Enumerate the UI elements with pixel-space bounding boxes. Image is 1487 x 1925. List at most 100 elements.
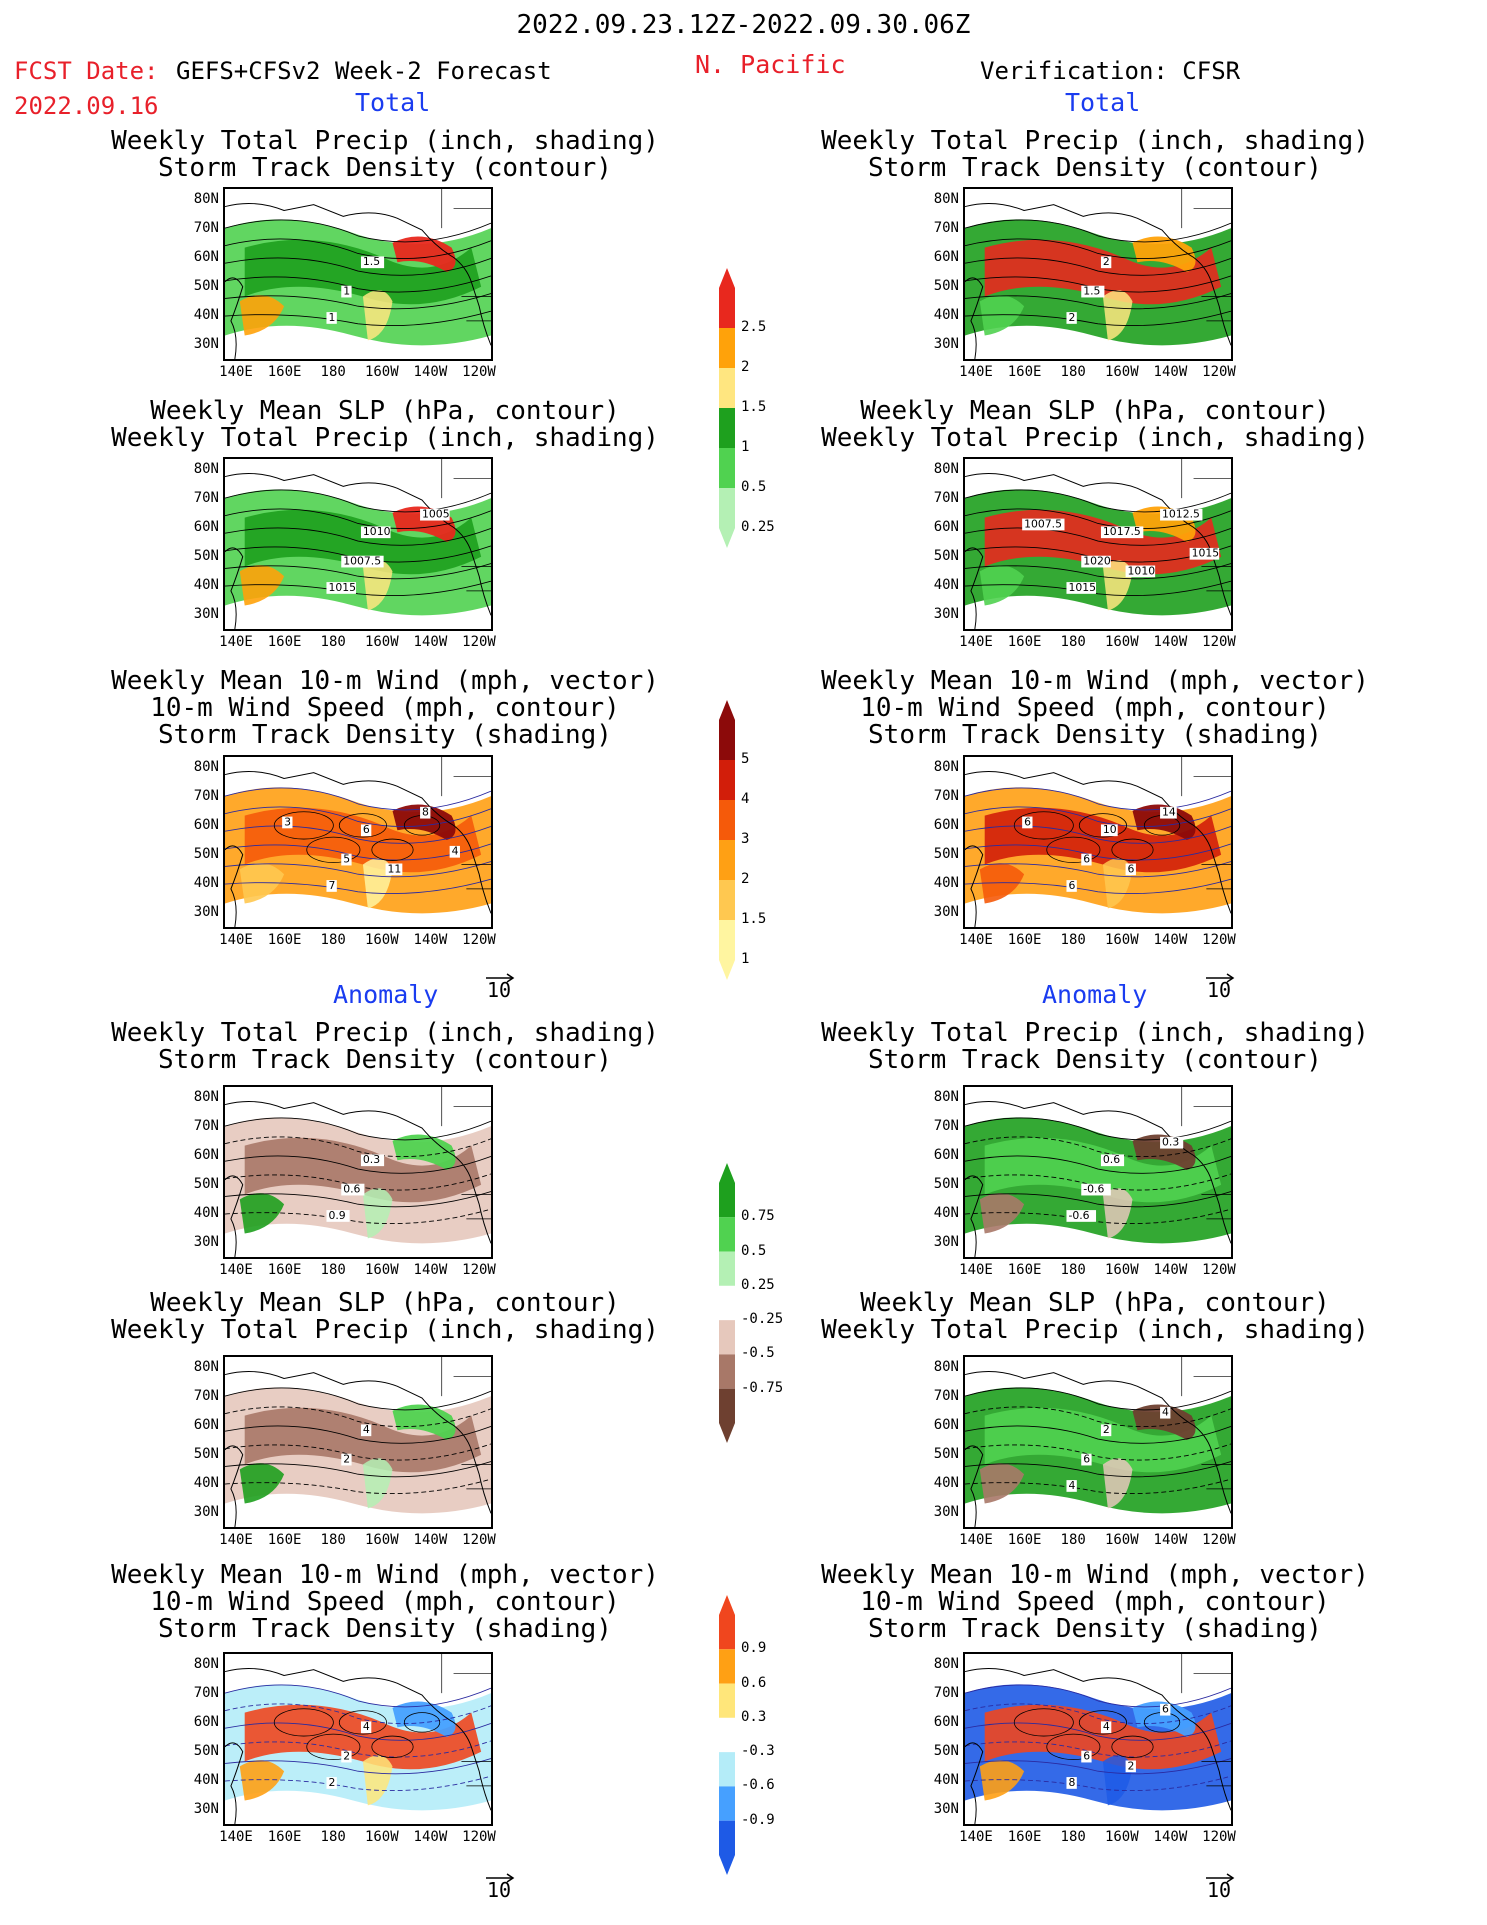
ver-t2-asia-coast [965,547,984,629]
ver-t2-contour-label-0: 1020 [1081,555,1111,568]
ver-t2-contour-label-6: 1015 [1189,547,1220,560]
fc-t3-lat-tick-0: 80N [193,759,219,775]
fc-a3-contour-0 [225,1684,491,1708]
fc-t3-contour-label-6: 4 [449,845,460,858]
ver-a2-lat-tick-2: 60N [933,1417,959,1433]
fc-total-label: Total [355,88,431,117]
period-title: 2022.09.23.12Z-2022.09.30.06Z [516,10,971,40]
ver-t2-lat-tick-4: 40N [933,577,959,593]
colorbar-precip_anom-label-3: -0.25 [741,1311,784,1328]
svg-text:2: 2 [343,1453,350,1466]
fc-a2-contour-0 [225,1387,491,1411]
fc-a1-shading-3 [239,1193,285,1234]
ver-t1-title-2: Storm Track Density (contour) [868,153,1322,183]
fc-a3-contour-label-0: 2 [341,1750,352,1763]
ver-a2-map-svg: 6 2 4 4 [965,1357,1231,1527]
colorbar-precip_anom-top [719,1163,735,1183]
colorbar-storm_anom-swatch-1 [719,1649,735,1684]
svg-text:4: 4 [1103,1720,1110,1733]
fc-a3-contour-5 [225,1775,491,1792]
fc-a2-shading-4 [362,1458,393,1509]
ver-t3-contour-2 [965,825,1231,844]
fc-t1-contour-label-2: 1 [326,311,337,324]
colorbar-storm_anom-swatch-0 [719,1615,735,1650]
ver-a1-contour-5 [965,1208,1231,1225]
ver-t2-title-2: Weekly Total Precip (inch, shading) [821,423,1369,453]
fc-t1-lat-tick-5: 30N [193,336,219,352]
fc-a2-asia-coast [225,1445,244,1527]
fc-t1-contour-3 [225,275,491,293]
svg-text:6: 6 [1128,862,1135,875]
fc-a3-lon-tick-1: 160E [267,1829,302,1845]
fc-t1-lon-tick-4: 140W [413,364,448,380]
fc-anom-vector-ref-label: 10 [487,1878,512,1902]
ver-t1-contour-5 [965,310,1231,327]
fc-t3-contour-label-4: 11 [385,862,403,875]
ver-a2-shading-2 [1132,1404,1196,1441]
ver-a1-shading-4 [1102,1188,1133,1239]
fc-t1-contour-4 [225,293,491,310]
fc-a2-lat-tick-3: 50N [193,1446,219,1462]
fc-a3-speed-contour-4 [403,1712,441,1733]
ver-t2-lon-tick-3: 160W [1104,634,1139,650]
fc-t1-lat-tick-0: 80N [193,191,219,207]
ver-a3-lat-tick-4: 40N [933,1772,959,1788]
ver-a1-lon-tick-2: 180 [1060,1262,1086,1278]
fc-a1-title-2: Storm Track Density (contour) [158,1045,612,1075]
ver-total-label: Total [1065,88,1141,117]
fc-t3-contour-4 [225,861,491,878]
fc-a2-lon-tick-0: 140E [219,1532,253,1548]
colorbar-storm_total-swatch-3 [719,840,735,880]
ver-a3-lon-tick-0: 140E [959,1829,993,1845]
fc-t2-map-svg: 1007.5 1010 1015 1005 [225,459,491,629]
ver-t1-contour-1 [965,238,1231,260]
fc-a1-contour-label-0: 0.6 [341,1183,365,1196]
colorbar-precip_total-label-4: 0.5 [741,479,767,495]
fc-t3-lat-tick-2: 60N [193,817,219,833]
colorbar-precip_anom-swatch-1 [719,1217,735,1252]
fc-a3-lat-tick-1: 70N [193,1685,219,1701]
colorbar-precip_total-top [719,268,735,288]
fc-a1-title-1: Weekly Total Precip (inch, shading) [111,1018,659,1048]
region-label: N. Pacific [695,50,846,79]
fc-t1-borders [441,189,491,322]
fc-t2-asia-coast [225,547,244,629]
svg-text:4: 4 [1068,1479,1075,1492]
ver-a1-contour-0 [965,1117,1231,1141]
ver-a1-lon-tick-1: 160E [1007,1262,1042,1278]
ver-t1-map-panel: 1.5 2 2 [963,187,1233,361]
colorbar-storm_total-label-4: 1.5 [741,911,767,927]
ver-a3-speed-contour-0 [1013,1708,1074,1737]
svg-text:1007.5: 1007.5 [343,555,381,568]
verification-label: Verification: CFSR [980,57,1241,85]
svg-text:10: 10 [1103,823,1117,836]
colorbar-storm_anom-label-0: 0.9 [741,1640,767,1657]
colorbar-precip_anom-label-5: -0.75 [741,1379,784,1396]
ver-a1-lat-tick-0: 80N [933,1089,959,1105]
ver-t2-lon-tick-5: 120W [1202,634,1236,650]
colorbar-precip_anom-swatch-5 [719,1354,735,1389]
vector-ref-arrow-icon [1206,1873,1235,1883]
fc-t2-contour-0 [225,489,491,513]
colorbar-precip_anom-label-4: -0.5 [741,1345,775,1362]
fc-a3-lon-tick-4: 140W [413,1829,448,1845]
fc-a3-lon-tick-0: 140E [219,1829,253,1845]
fc-a1-contour-2 [225,1155,491,1174]
fc-a3-lon-tick-5: 120W [462,1829,496,1845]
fc-t3-title-2: 10-m Wind Speed (mph, contour) [150,693,620,723]
ver-a3-lon-tick-2: 180 [1060,1829,1086,1845]
fc-a2-contour-1 [225,1406,491,1428]
fc-t3-contour-5 [225,878,491,895]
fc-t1-map-panel: 1 1.5 1 [223,187,493,361]
fc-a1-lon-tick-0: 140E [219,1262,253,1278]
ver-a2-coastline [965,1370,1231,1514]
fc-t3-speed-contour-1 [306,836,361,863]
fc-a3-contour-2 [225,1722,491,1741]
colorbar-storm_anom-swatch-4 [719,1752,735,1787]
colorbar-precip_anom [717,1163,737,1447]
fc-a1-lon-tick-5: 120W [462,1262,496,1278]
ver-a2-map-panel: 6 2 4 4 [963,1355,1233,1529]
fc-t3-lat-tick-3: 50N [193,846,219,862]
